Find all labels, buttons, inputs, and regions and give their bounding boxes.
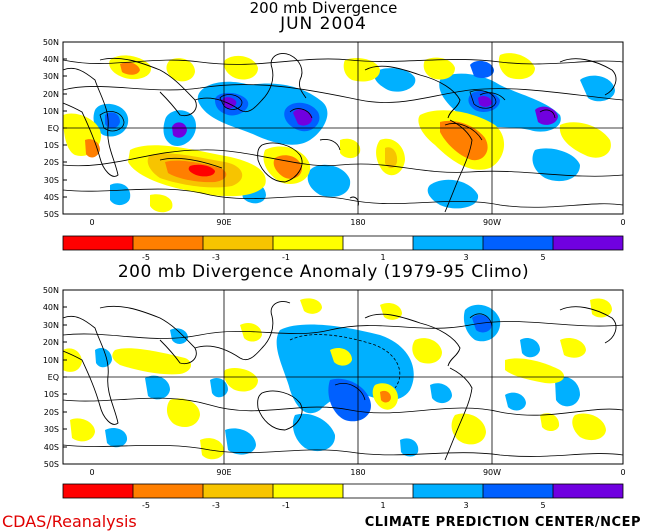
lat-label: 10N bbox=[43, 356, 59, 365]
source-label: CDAS/Reanalysis bbox=[2, 512, 137, 531]
lat-label: 20S bbox=[44, 158, 59, 167]
lat-label: 30N bbox=[43, 321, 59, 330]
lat-label: 50N bbox=[43, 38, 59, 47]
legend-label: 1 bbox=[380, 501, 385, 510]
lon-label: 0 bbox=[620, 218, 625, 227]
top-map-date: JUN 2004 bbox=[280, 14, 367, 34]
legend-swatch bbox=[273, 484, 343, 498]
bottom-longitude-labels: 0 90E 180 90W 0 bbox=[89, 468, 625, 477]
legend-swatch bbox=[483, 236, 553, 250]
lon-label: 180 bbox=[350, 468, 365, 477]
lat-label: 30S bbox=[44, 176, 59, 185]
lat-label: 40N bbox=[43, 55, 59, 64]
lon-label: 90E bbox=[216, 468, 231, 477]
legend-swatch bbox=[343, 484, 413, 498]
legend-swatch bbox=[63, 484, 133, 498]
legend-label: -1 bbox=[282, 253, 290, 262]
legend-swatch bbox=[203, 236, 273, 250]
lon-label: 0 bbox=[89, 218, 94, 227]
bottom-map-title: 200 mb Divergence Anomaly (1979-95 Climo… bbox=[117, 262, 530, 282]
legend-swatch bbox=[63, 236, 133, 250]
lon-label: 0 bbox=[620, 468, 625, 477]
lat-label: EQ bbox=[48, 124, 59, 133]
bottom-gridlines bbox=[63, 290, 623, 464]
lon-label: 0 bbox=[89, 468, 94, 477]
top-latitude-labels: 50N 40N 30N 20N 10N EQ 10S 20S 30S 40S 5… bbox=[43, 38, 59, 219]
legend-swatch bbox=[133, 484, 203, 498]
lat-label: 10S bbox=[44, 141, 59, 150]
legend-label: 3 bbox=[463, 501, 468, 510]
top-gridlines bbox=[63, 42, 623, 214]
top-map-title: 200 mb Divergence bbox=[249, 0, 398, 17]
lat-label: 20S bbox=[44, 408, 59, 417]
legend-swatch bbox=[553, 484, 623, 498]
lat-label: 50S bbox=[44, 210, 59, 219]
bottom-color-legend: -5 -3 -1 1 3 5 bbox=[62, 483, 624, 510]
legend-label: 5 bbox=[540, 501, 545, 510]
lat-label: 50N bbox=[43, 286, 59, 295]
bottom-contour-lines bbox=[63, 313, 623, 457]
legend-swatch bbox=[343, 236, 413, 250]
agency-label: CLIMATE PREDICTION CENTER/NCEP bbox=[364, 515, 641, 530]
top-coastlines bbox=[63, 53, 617, 213]
top-contour-lines bbox=[63, 58, 623, 208]
legend-label: 1 bbox=[380, 253, 385, 262]
lat-label: EQ bbox=[48, 373, 59, 382]
legend-label: -3 bbox=[212, 501, 220, 510]
legend-label: -5 bbox=[142, 253, 150, 262]
lat-label: 10N bbox=[43, 107, 59, 116]
bottom-anomaly-map: 50N 40N 30N 20N 10N EQ 10S 20S 30S 40S 5… bbox=[43, 286, 626, 477]
lat-label: 20N bbox=[43, 338, 59, 347]
legend-swatch bbox=[553, 236, 623, 250]
bottom-coastlines bbox=[63, 301, 617, 461]
lat-label: 40S bbox=[44, 193, 59, 202]
lat-label: 40N bbox=[43, 303, 59, 312]
legend-swatch bbox=[483, 484, 553, 498]
legend-label: -3 bbox=[212, 253, 220, 262]
lat-label: 10S bbox=[44, 390, 59, 399]
legend-label: -5 bbox=[142, 501, 150, 510]
legend-swatch bbox=[203, 484, 273, 498]
bottom-latitude-labels: 50N 40N 30N 20N 10N EQ 10S 20S 30S 40S 5… bbox=[43, 286, 59, 469]
lat-label: 40S bbox=[44, 443, 59, 452]
lat-label: 30S bbox=[44, 425, 59, 434]
legend-label: 3 bbox=[463, 253, 468, 262]
legend-swatch bbox=[413, 484, 483, 498]
lat-label: 20N bbox=[43, 90, 59, 99]
lon-label: 90E bbox=[216, 218, 231, 227]
lat-label: 30N bbox=[43, 72, 59, 81]
lon-label: 180 bbox=[350, 218, 365, 227]
legend-label: -1 bbox=[282, 501, 290, 510]
top-longitude-labels: 0 90E 180 90W 0 bbox=[89, 218, 625, 227]
legend-swatch bbox=[133, 236, 203, 250]
legend-swatch bbox=[413, 236, 483, 250]
lon-label: 90W bbox=[483, 468, 501, 477]
top-color-legend: -5 -3 -1 1 3 5 bbox=[62, 235, 624, 262]
legend-swatch bbox=[273, 236, 343, 250]
top-divergence-map: 50N 40N 30N 20N 10N EQ 10S 20S 30S 40S 5… bbox=[43, 38, 626, 227]
lat-label: 50S bbox=[44, 460, 59, 469]
lon-label: 90W bbox=[483, 218, 501, 227]
legend-label: 5 bbox=[540, 253, 545, 262]
